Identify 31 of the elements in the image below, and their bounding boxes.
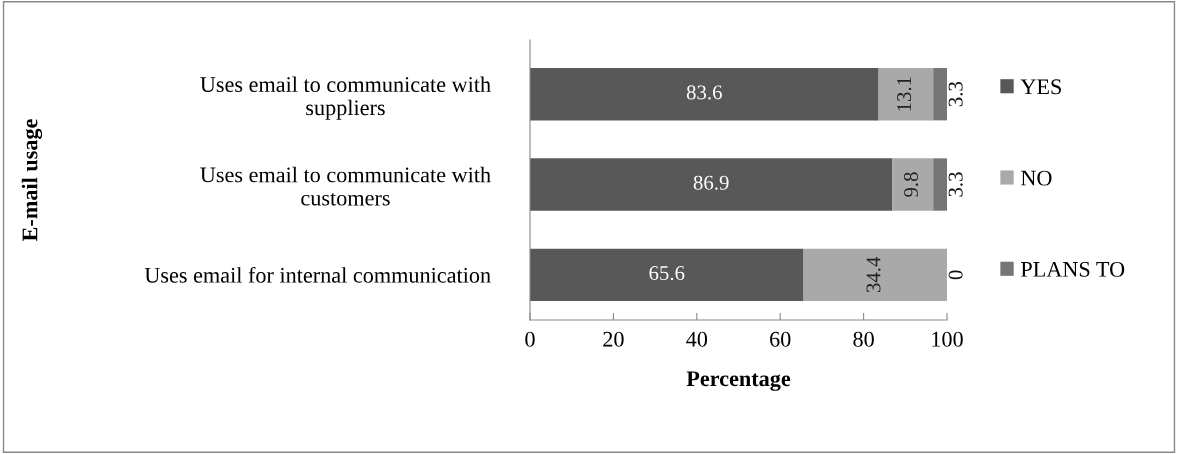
x-tick-label: 60	[770, 331, 791, 347]
y-tick-label: Uses email to communicate with customers	[200, 166, 491, 206]
legend-label: NO	[1021, 170, 1052, 186]
data-label: 86.9	[693, 175, 729, 190]
data-label: 9.8	[903, 172, 919, 197]
bar	[878, 68, 934, 121]
bar	[933, 68, 947, 121]
data-label: 3.3	[948, 81, 963, 107]
x-tick-label: 0	[525, 331, 535, 347]
y-tick-label: Uses email to communicate with suppliers	[200, 76, 491, 120]
data-label: 3.3	[948, 172, 963, 197]
bar	[530, 68, 879, 121]
bar	[892, 158, 934, 211]
x-tick-label: 40	[686, 331, 708, 347]
bar	[933, 158, 947, 211]
data-label: 34.4	[866, 256, 881, 293]
bar	[803, 248, 947, 302]
legend-label: YES	[1020, 79, 1061, 95]
bar	[530, 158, 893, 211]
x-tick-label: 80	[853, 331, 874, 347]
legend-label: PLANS TO	[1021, 261, 1125, 277]
data-label: 65.6	[649, 266, 685, 281]
x-axis-title: Percentage	[686, 371, 791, 391]
data-label: 13.1	[897, 77, 912, 111]
bar	[530, 248, 804, 302]
y-tick-label: Uses email for internal communication	[144, 266, 491, 283]
x-tick-label: 20	[603, 331, 624, 347]
x-tick-label: 100	[932, 331, 963, 347]
data-label: 83.6	[686, 85, 722, 100]
y-axis-title: E-mail usage	[21, 119, 43, 242]
data-label: 0	[948, 270, 963, 280]
